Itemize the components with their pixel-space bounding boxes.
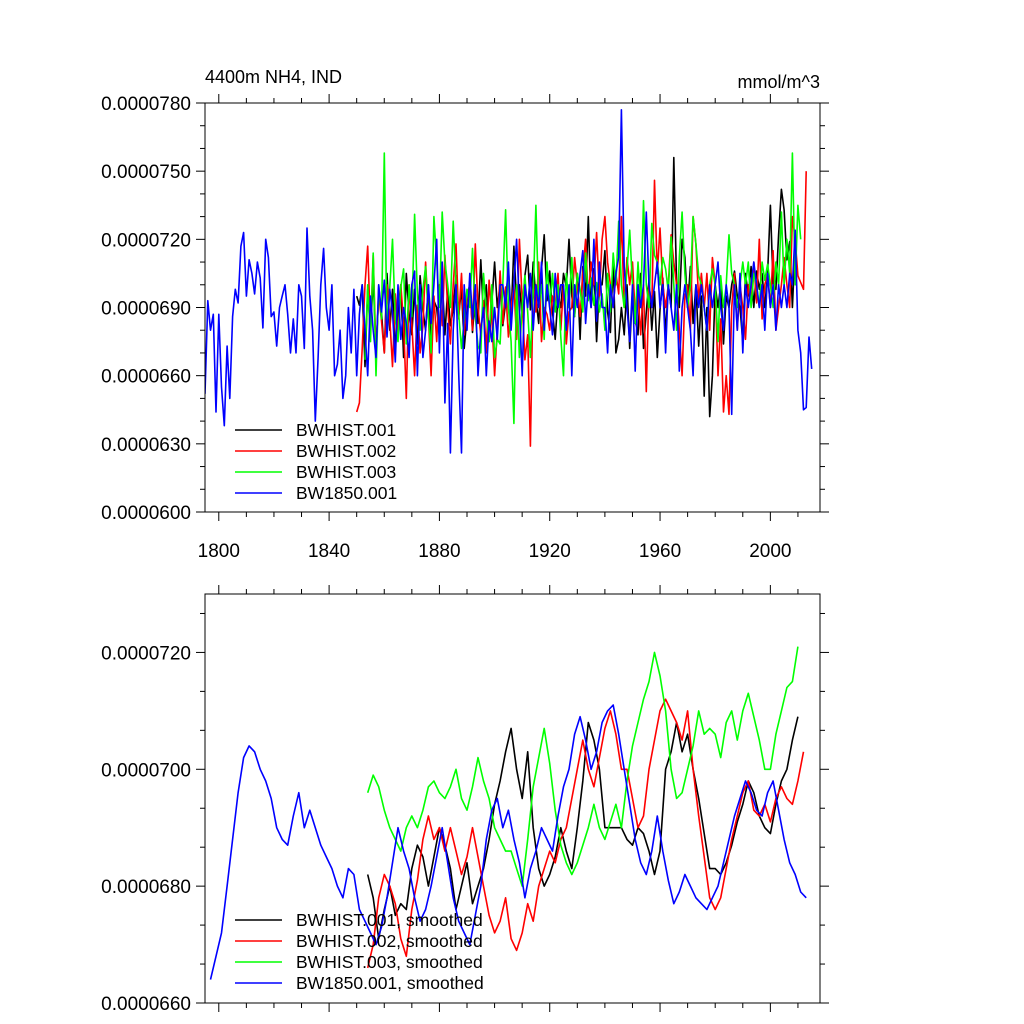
y-tick-label: 0.0000690 xyxy=(101,299,191,320)
series-line-2-4 xyxy=(209,704,807,980)
x-tick-label: 1960 xyxy=(639,541,681,562)
y-tick-label: 0.0000660 xyxy=(101,367,191,388)
top-title-right: mmol/m^3 xyxy=(738,72,820,92)
y-tick-label: 0.0000750 xyxy=(101,162,191,183)
y-tick-label: 0.0000720 xyxy=(101,230,191,251)
series-line-2-1 xyxy=(366,716,799,940)
x-tick-label: 1800 xyxy=(198,541,240,562)
legend-label: BWHIST.003 xyxy=(296,462,396,482)
legend-label: BWHIST.001, smoothed xyxy=(296,910,483,930)
y-tick-label: 0.0000780 xyxy=(101,94,191,115)
top-panel: 4400m NH4, IND mmol/m^3 1800 1840 1880 1920… xyxy=(101,67,829,562)
plot-frame-2 xyxy=(204,593,821,1004)
y-tick-label: 0.0000660 xyxy=(101,994,191,1015)
legend-label: BWHIST.002, smoothed xyxy=(296,931,483,951)
top-title-left: 4400m NH4, IND xyxy=(205,67,342,87)
y-tick-label: 0.0000630 xyxy=(101,435,191,456)
x-tick-label: 1880 xyxy=(418,541,460,562)
y-tick-label: 0.0000700 xyxy=(101,760,191,781)
legend-label: BWHIST.003, smoothed xyxy=(296,952,483,972)
legend-label: BWHIST.001 xyxy=(296,420,396,440)
legend-label: BW1850.001, smoothed xyxy=(296,973,484,993)
y-tick-label: 0.0000680 xyxy=(101,877,191,898)
bottom-panel: 0.0000660 0.0000680 0.0000700 0.0000720 BWHI… xyxy=(101,585,829,1015)
series-line-1-4 xyxy=(205,109,813,454)
y-tick-label: 0.0000600 xyxy=(101,503,191,524)
x-tick-label: 1840 xyxy=(308,541,350,562)
series-line-2-2 xyxy=(366,698,805,969)
y-tick-label: 0.0000720 xyxy=(101,643,191,664)
x-tick-label: 2000 xyxy=(749,541,791,562)
plot-area-2 xyxy=(209,646,807,980)
series-line-2-3 xyxy=(366,646,799,887)
legend-label: BWHIST.002 xyxy=(296,441,396,461)
legend-label: BW1850.001 xyxy=(296,483,397,503)
x-tick-label: 1920 xyxy=(529,541,571,562)
plot-area-1 xyxy=(205,109,813,454)
